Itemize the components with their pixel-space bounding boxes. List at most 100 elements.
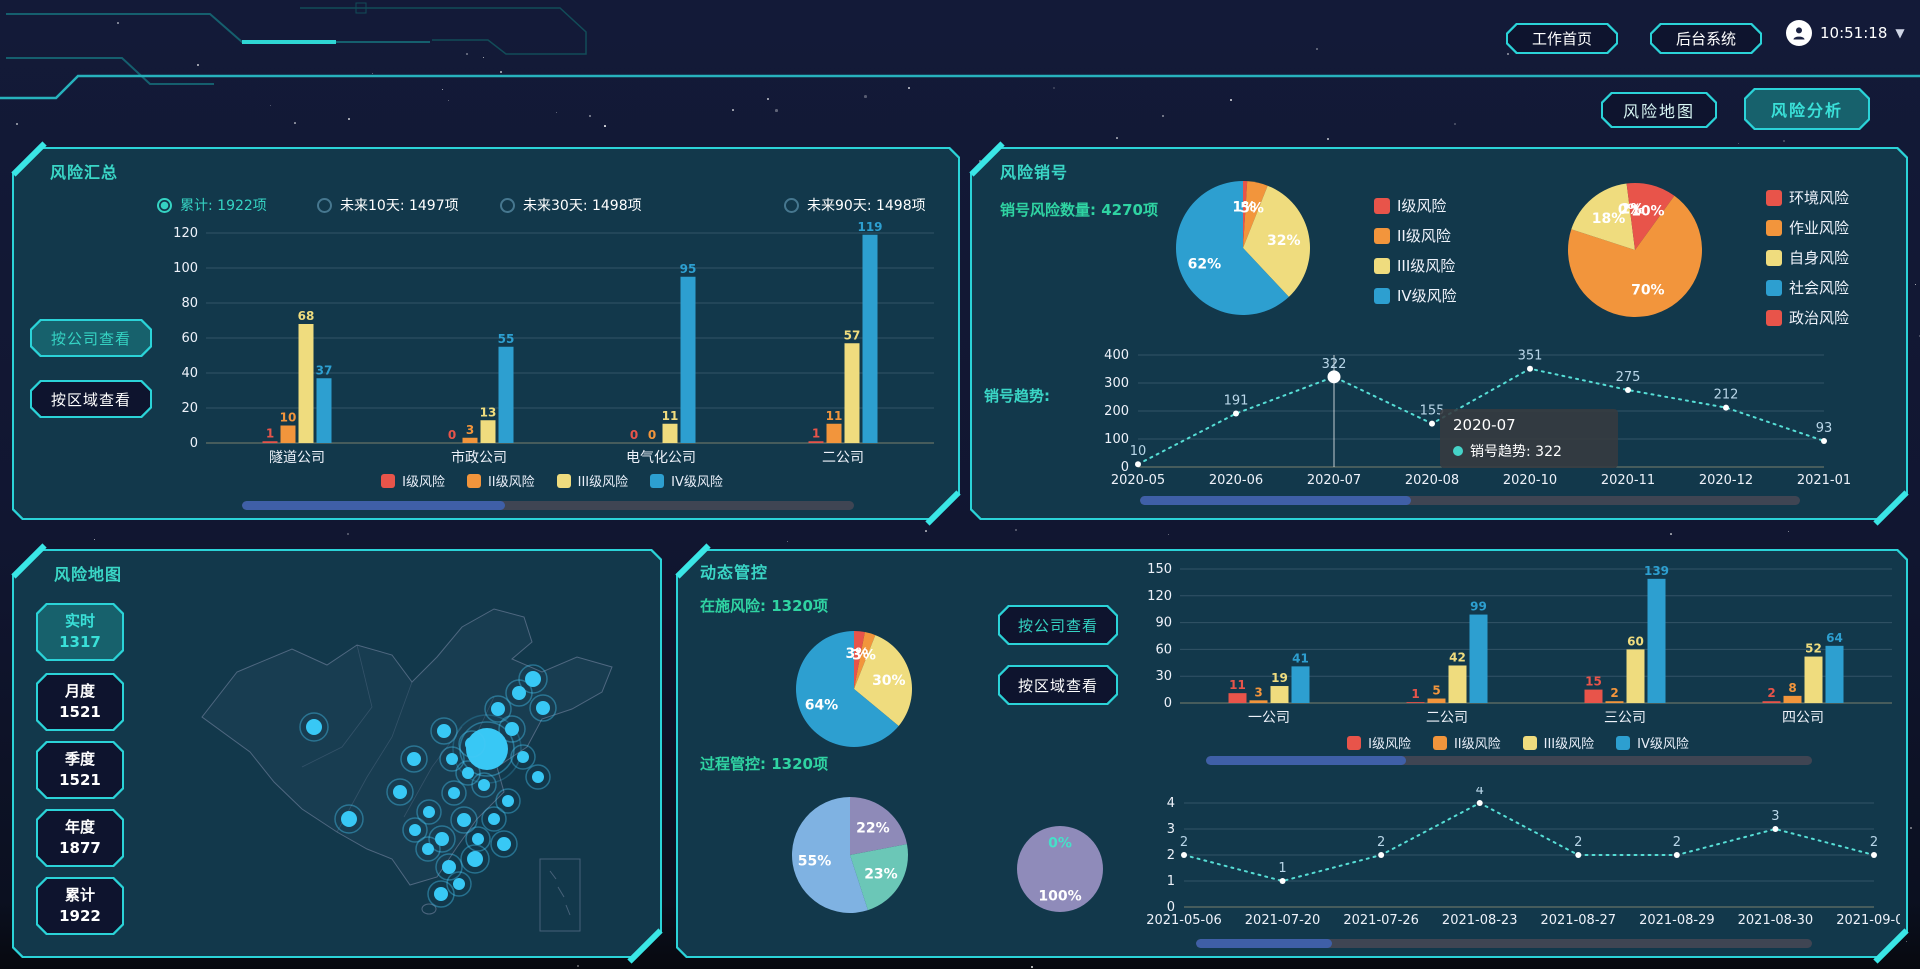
period-label: 实时 xyxy=(64,612,95,630)
svg-text:100: 100 xyxy=(173,261,198,276)
svg-text:隧道公司: 隧道公司 xyxy=(269,450,325,466)
svg-text:2021-08-23: 2021-08-23 xyxy=(1442,913,1518,928)
svg-text:2: 2 xyxy=(1610,686,1618,700)
view-by-company-label: 按公司查看 xyxy=(1017,616,1098,635)
legend-item[interactable]: I级风险 xyxy=(1374,195,1457,216)
cancel-trend-line-chart[interactable]: 0 100 200 300 400 10 2020-05 191 2020-06 322 2020-… xyxy=(1090,339,1850,489)
clock-time: 10:51:18 xyxy=(1820,24,1888,42)
svg-text:四公司: 四公司 xyxy=(1782,710,1824,726)
datazoom-scrollbar[interactable] xyxy=(1206,756,1812,765)
radio-label: 累计: 1922项 xyxy=(180,198,267,214)
legend-swatch-icon xyxy=(1374,287,1390,304)
map-period-realtime-button[interactable]: 实时 1317 xyxy=(36,603,124,661)
svg-text:351: 351 xyxy=(1518,349,1543,364)
svg-text:3: 3 xyxy=(466,423,474,437)
in-progress-risk-label: 在施风险: 1320项 xyxy=(700,597,828,615)
period-value: 1521 xyxy=(59,771,101,789)
svg-text:2020-10: 2020-10 xyxy=(1503,473,1557,488)
south-china-sea-inset xyxy=(539,858,581,932)
datazoom-scrollbar[interactable] xyxy=(1196,939,1812,948)
svg-text:2021-08-30: 2021-08-30 xyxy=(1738,913,1814,928)
legend-item[interactable]: I级风险 xyxy=(1347,733,1411,752)
risk-level-legend: I级风险 II级风险 III级风险 IV级风险 xyxy=(162,471,942,490)
legend-item[interactable]: I级风险 xyxy=(381,471,445,490)
circuit-decoration xyxy=(6,2,587,85)
cancel-risk-level-pie-chart[interactable]: 1%5% 32% 62% xyxy=(1168,173,1318,323)
legend-item[interactable]: III级风险 xyxy=(1374,255,1457,276)
legend-swatch-icon xyxy=(1347,735,1362,750)
legend-label: II级风险 xyxy=(1453,737,1501,752)
legend-label: I级风险 xyxy=(1397,197,1447,215)
user-avatar-icon[interactable] xyxy=(1786,20,1812,46)
user-area: 10:51:18 ▼ xyxy=(1786,20,1905,46)
view-by-company-button[interactable]: 按公司查看 xyxy=(30,319,152,357)
period-label: 累计 xyxy=(64,886,95,904)
legend-label: IV级风险 xyxy=(671,475,723,490)
svg-text:3: 3 xyxy=(1254,685,1262,699)
map-period-monthly-button[interactable]: 月度 1521 xyxy=(36,673,124,731)
nav-risk-analysis-button[interactable]: 风险分析 xyxy=(1744,88,1870,130)
cancel-risk-type-pie-chart[interactable]: 10% 70% 18%0%2% xyxy=(1560,175,1710,325)
view-by-company-button[interactable]: 按公司查看 xyxy=(998,605,1118,645)
svg-text:3%: 3% xyxy=(852,647,876,663)
view-by-region-button[interactable]: 按区域查看 xyxy=(998,665,1118,705)
legend-item[interactable]: III级风险 xyxy=(556,471,629,490)
view-by-region-button[interactable]: 按区域查看 xyxy=(30,380,152,418)
svg-text:0: 0 xyxy=(190,436,198,451)
radio-next-10-days[interactable]: 未来10天: 1497项 xyxy=(317,195,459,215)
svg-text:95: 95 xyxy=(680,262,697,276)
legend-label: III级风险 xyxy=(577,475,629,490)
svg-text:5: 5 xyxy=(1432,684,1440,698)
radio-next-30-days[interactable]: 未来30天: 1498项 xyxy=(500,195,642,215)
svg-text:11: 11 xyxy=(662,409,679,423)
nav-risk-map-button[interactable]: 风险地图 xyxy=(1601,92,1717,128)
map-period-cumulative-button[interactable]: 累计 1922 xyxy=(36,877,124,935)
legend-item[interactable]: IV级风险 xyxy=(1616,733,1689,752)
legend-swatch-icon xyxy=(1432,735,1447,750)
legend-item[interactable]: 自身风险 xyxy=(1766,247,1849,268)
svg-text:2020-12: 2020-12 xyxy=(1699,473,1753,488)
svg-text:120: 120 xyxy=(1147,589,1172,604)
home-button[interactable]: 工作首页 xyxy=(1506,23,1618,54)
legend-item[interactable]: 政治风险 xyxy=(1766,307,1849,328)
legend-item[interactable]: 作业风险 xyxy=(1766,217,1849,238)
legend-item[interactable]: III级风险 xyxy=(1522,733,1594,752)
legend-label: 自身风险 xyxy=(1789,249,1850,267)
svg-text:10%: 10% xyxy=(1631,203,1665,219)
in-progress-risk-pie-chart[interactable]: 3%3%30%64% xyxy=(788,623,920,755)
map-risk-points[interactable] xyxy=(299,664,557,908)
datazoom-scrollbar[interactable] xyxy=(242,501,854,510)
svg-text:60: 60 xyxy=(1155,642,1172,657)
legend-item[interactable]: II级风险 xyxy=(1432,733,1501,752)
map-period-quarterly-button[interactable]: 季度 1521 xyxy=(36,741,124,799)
period-label: 月度 xyxy=(64,682,95,700)
legend-item[interactable]: II级风险 xyxy=(1374,225,1457,246)
radio-cumulative[interactable]: 累计: 1922项 xyxy=(157,195,267,215)
legend-item[interactable]: 环境风险 xyxy=(1766,187,1849,208)
legend-item[interactable]: II级风险 xyxy=(466,471,535,490)
period-label: 季度 xyxy=(64,750,95,768)
risk-level-legend: I级风险 II级风险 III级风险 IV级风险 xyxy=(1136,733,1900,752)
chevron-down-icon[interactable]: ▼ xyxy=(1895,26,1905,40)
datazoom-scrollbar[interactable] xyxy=(1140,496,1800,505)
dynamic-control-panel: 动态管控 在施风险: 1320项 3% 3% 30% 64% 按公司查看 按区域查看 … xyxy=(675,543,1909,964)
china-risk-map[interactable] xyxy=(142,587,642,945)
backend-button[interactable]: 后台系统 xyxy=(1650,23,1762,54)
process-control-secondary-pie-chart[interactable]: 0% 100% xyxy=(1012,821,1108,917)
svg-text:3: 3 xyxy=(1167,822,1175,837)
legend-swatch-icon xyxy=(1522,735,1537,750)
svg-text:3%: 3% xyxy=(845,646,869,662)
legend-item[interactable]: IV级风险 xyxy=(1374,285,1457,306)
dynamic-control-trend-line-chart[interactable]: 0123422021-05-0612021-07-2022021-07-2642… xyxy=(1136,787,1900,929)
legend-item[interactable]: 社会风险 xyxy=(1766,277,1849,298)
radio-next-90-days[interactable]: 未来90天: 1498项 xyxy=(784,195,926,215)
process-control-pie-chart[interactable]: 22% 23% 55% xyxy=(784,789,916,921)
radio-label: 未来90天: 1498项 xyxy=(807,198,926,214)
legend-item[interactable]: IV级风险 xyxy=(650,471,723,490)
map-period-yearly-button[interactable]: 年度 1877 xyxy=(36,809,124,867)
view-by-region-label: 按区域查看 xyxy=(1017,676,1098,695)
svg-text:2: 2 xyxy=(1673,835,1681,850)
